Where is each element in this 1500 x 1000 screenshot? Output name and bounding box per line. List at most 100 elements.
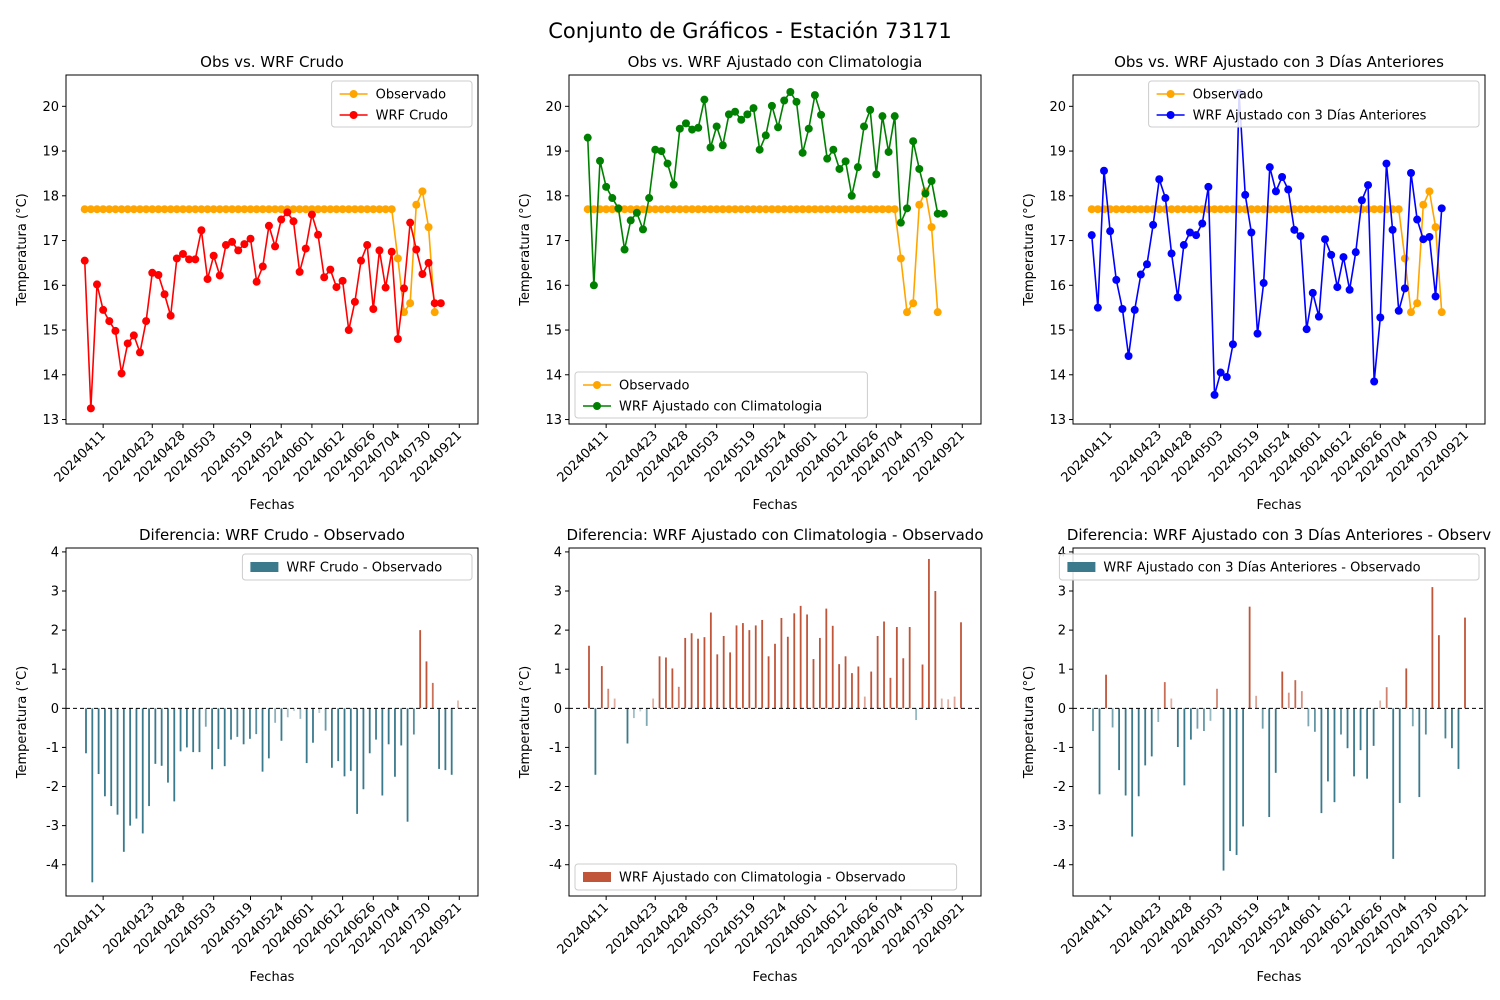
data-point: [1241, 190, 1250, 199]
data-point: [166, 205, 175, 214]
bar: [1372, 708, 1375, 746]
data-point: [602, 182, 611, 191]
data-point: [1149, 220, 1158, 229]
data-point: [80, 205, 89, 214]
data-point: [1118, 305, 1127, 314]
data-point: [271, 242, 280, 251]
data-point: [675, 205, 684, 214]
bar: [122, 708, 125, 852]
bar: [255, 708, 258, 735]
legend-box: [241, 553, 473, 581]
bar: [1333, 708, 1336, 803]
axes-frame: [65, 74, 479, 425]
data-point: [767, 101, 776, 110]
data-point: [277, 215, 286, 224]
bar: [400, 708, 403, 746]
axes-frame: [568, 74, 982, 425]
data-point: [1216, 205, 1225, 214]
bar: [198, 708, 201, 753]
data-point: [688, 125, 697, 134]
data-point: [86, 404, 95, 413]
data-point: [1228, 340, 1237, 349]
y-tick-label: -2: [1053, 780, 1066, 795]
data-point: [1357, 196, 1366, 205]
data-point: [135, 348, 144, 357]
data-point: [1308, 288, 1317, 297]
data-point: [761, 205, 770, 214]
data-point: [1179, 205, 1188, 214]
data-point: [246, 234, 255, 243]
data-point: [1437, 308, 1446, 317]
y-axis-label: Temperatura (°C): [15, 193, 30, 306]
data-point: [638, 205, 647, 214]
bar: [889, 677, 892, 709]
data-point: [884, 147, 893, 156]
y-tick-label: 4: [554, 545, 562, 560]
bar: [1150, 708, 1153, 757]
bar: [204, 708, 207, 727]
data-point: [884, 205, 893, 214]
subplot-bar_3dias: Diferencia: WRF Ajustado con 3 Días Ante…: [1022, 526, 1491, 985]
bar: [1248, 606, 1251, 709]
legend-label: Observado: [1193, 88, 1264, 103]
bar: [607, 688, 610, 709]
data-point: [430, 308, 439, 317]
subplot-line_clim: Obs vs. WRF Ajustado con Climatologia 13 1…: [518, 53, 982, 513]
series-line-wrf: [586, 90, 944, 286]
axes-frame: [65, 547, 479, 897]
data-point: [915, 200, 924, 209]
y-tick-label: 1: [51, 663, 59, 678]
bar: [305, 708, 308, 764]
bar: [793, 613, 796, 709]
bar: [844, 656, 847, 709]
bar: [632, 708, 635, 719]
bar: [1092, 708, 1094, 731]
y-tick-label: 0: [554, 702, 562, 717]
data-point: [123, 205, 132, 214]
data-point: [363, 241, 372, 250]
data-point: [1142, 205, 1151, 214]
data-point: [823, 205, 832, 214]
data-point: [1106, 227, 1115, 236]
bar: [857, 666, 860, 709]
legend-label: WRF Ajustado con Climatologia - Observad…: [619, 871, 906, 886]
subplot-line_3dias: Obs vs. WRF Ajustado con 3 Días Anterior…: [1022, 53, 1486, 513]
data-point: [1364, 181, 1373, 190]
subplot-title: Obs vs. WRF Ajustado con Climatologia: [628, 53, 923, 71]
bar: [947, 699, 950, 709]
bar: [774, 643, 776, 709]
data-point: [583, 133, 592, 142]
bar: [97, 708, 100, 775]
y-axis-label: Temperatura (°C): [1022, 193, 1037, 306]
data-point: [1118, 205, 1127, 214]
data-point: [909, 299, 918, 308]
y-tick-label: 18: [545, 189, 562, 204]
bar: [915, 708, 918, 721]
bar: [1424, 708, 1427, 735]
bar: [799, 605, 802, 709]
data-point: [847, 205, 856, 214]
bar: [330, 708, 333, 768]
data-point: [829, 145, 838, 154]
y-tick-label: 18: [42, 189, 59, 204]
y-tick-label: 14: [42, 368, 59, 383]
bar: [394, 708, 396, 777]
bar: [274, 708, 277, 723]
data-point: [160, 205, 169, 214]
legend: Observado WRF Ajustado con 3 Días Anterio…: [1148, 80, 1480, 128]
data-point: [817, 205, 826, 214]
bar: [851, 673, 853, 709]
data-point: [1382, 159, 1391, 168]
data-point: [657, 147, 666, 156]
data-point: [1100, 166, 1109, 175]
data-point: [215, 205, 224, 214]
bar: [1222, 708, 1225, 871]
data-point: [1259, 279, 1268, 288]
data-point: [1112, 275, 1121, 284]
data-point: [111, 326, 120, 335]
bar: [1327, 708, 1329, 782]
subplot-title: Diferencia: WRF Crudo - Observado: [139, 526, 405, 544]
bar: [1189, 708, 1192, 740]
y-tick-label: -4: [46, 858, 59, 873]
data-point: [755, 205, 764, 214]
